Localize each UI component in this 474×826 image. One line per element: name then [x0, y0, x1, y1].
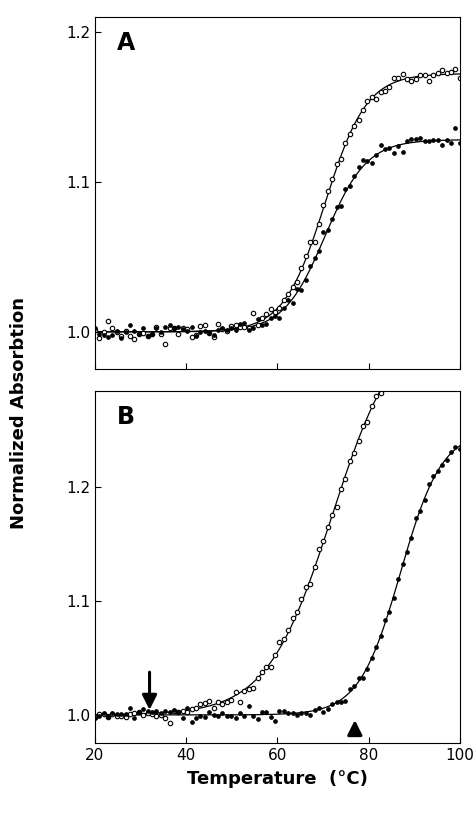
- Text: B: B: [117, 405, 135, 429]
- Text: A: A: [117, 31, 135, 55]
- Text: Normalized Absorbtion: Normalized Absorbtion: [10, 297, 28, 529]
- X-axis label: Temperature  (°C): Temperature (°C): [187, 770, 368, 788]
